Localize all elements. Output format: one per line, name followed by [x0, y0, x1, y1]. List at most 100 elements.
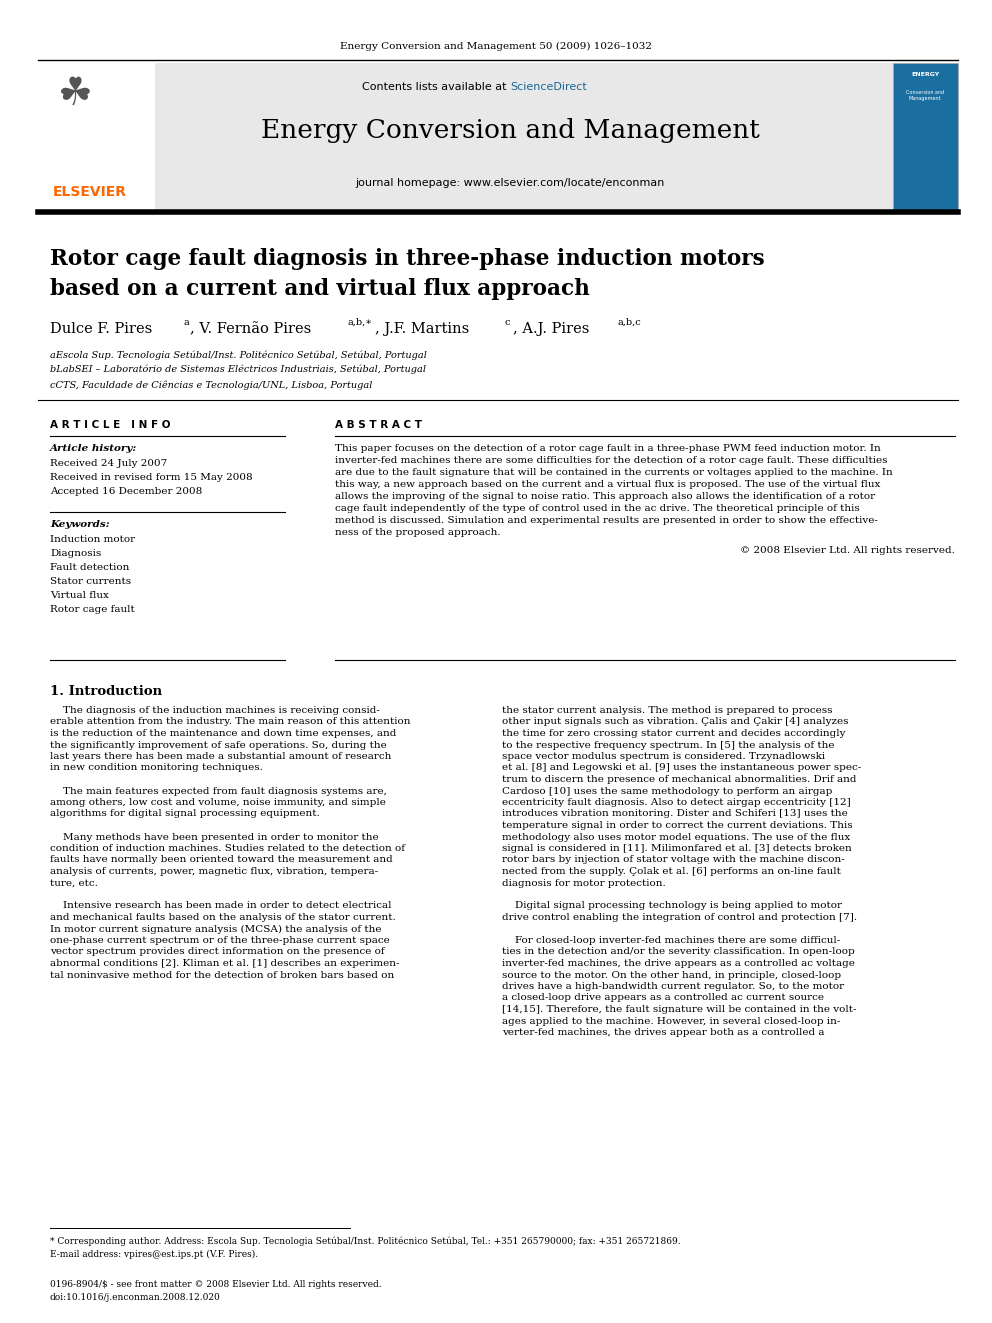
Text: ☘: ☘: [58, 75, 93, 112]
Bar: [38, 64, 155, 212]
Text: Intensive research has been made in order to detect electrical: Intensive research has been made in orde…: [50, 901, 392, 910]
Text: among others, low cost and volume, noise immunity, and simple: among others, low cost and volume, noise…: [50, 798, 386, 807]
Text: ties in the detection and/or the severity classification. In open-loop: ties in the detection and/or the severit…: [502, 947, 855, 957]
Text: last years there has been made a substantial amount of research: last years there has been made a substan…: [50, 751, 392, 761]
Text: are due to the fault signature that will be contained in the currents or voltage: are due to the fault signature that will…: [335, 468, 893, 478]
Text: trum to discern the presence of mechanical abnormalities. Drif and: trum to discern the presence of mechanic…: [502, 775, 856, 785]
Text: 1. Introduction: 1. Introduction: [50, 685, 162, 699]
Text: c: c: [505, 318, 511, 327]
Text: , A.J. Pires: , A.J. Pires: [513, 321, 589, 336]
Text: ture, etc.: ture, etc.: [50, 878, 98, 888]
Text: * Corresponding author. Address: Escola Sup. Tecnologia Setúbal/Inst. Politécnic: * Corresponding author. Address: Escola …: [50, 1237, 681, 1246]
Text: This paper focuses on the detection of a rotor cage fault in a three-phase PWM f: This paper focuses on the detection of a…: [335, 445, 881, 452]
Text: drive control enabling the integration of control and protection [7].: drive control enabling the integration o…: [502, 913, 857, 922]
Text: allows the improving of the signal to noise ratio. This approach also allows the: allows the improving of the signal to no…: [335, 492, 875, 501]
Text: Energy Conversion and Management 50 (2009) 1026–1032: Energy Conversion and Management 50 (200…: [340, 42, 652, 52]
Text: The diagnosis of the induction machines is receiving consid-: The diagnosis of the induction machines …: [50, 706, 380, 714]
Text: tal noninvasive method for the detection of broken bars based on: tal noninvasive method for the detection…: [50, 971, 394, 979]
Text: method is discussed. Simulation and experimental results are presented in order : method is discussed. Simulation and expe…: [335, 516, 878, 525]
Text: aEscola Sup. Tecnologia Setúbal/Inst. Politécnico Setúbal, Setúbal, Portugal: aEscola Sup. Tecnologia Setúbal/Inst. Po…: [50, 351, 427, 360]
Text: For closed-loop inverter-fed machines there are some difficul-: For closed-loop inverter-fed machines th…: [502, 935, 840, 945]
Text: vector spectrum provides direct information on the presence of: vector spectrum provides direct informat…: [50, 947, 385, 957]
Text: Keywords:: Keywords:: [50, 520, 110, 529]
Text: the stator current analysis. The method is prepared to process: the stator current analysis. The method …: [502, 706, 832, 714]
Text: a closed-loop drive appears as a controlled ac current source: a closed-loop drive appears as a control…: [502, 994, 824, 1003]
Text: , V. Fernão Pires: , V. Fernão Pires: [190, 321, 311, 336]
Text: The main features expected from fault diagnosis systems are,: The main features expected from fault di…: [50, 786, 387, 795]
Text: Rotor cage fault diagnosis in three-phase induction motors: Rotor cage fault diagnosis in three-phas…: [50, 247, 765, 270]
Text: Many methods have been presented in order to monitor the: Many methods have been presented in orde…: [50, 832, 379, 841]
Text: algorithms for digital signal processing equipment.: algorithms for digital signal processing…: [50, 810, 319, 819]
Text: Article history:: Article history:: [50, 445, 137, 452]
Text: methodology also uses motor model equations. The use of the flux: methodology also uses motor model equati…: [502, 832, 850, 841]
Text: analysis of currents, power, magnetic flux, vibration, tempera-: analysis of currents, power, magnetic fl…: [50, 867, 378, 876]
Text: Conversion and
Management: Conversion and Management: [906, 90, 944, 101]
Text: erable attention from the industry. The main reason of this attention: erable attention from the industry. The …: [50, 717, 411, 726]
Text: Received 24 July 2007: Received 24 July 2007: [50, 459, 168, 468]
Text: Accepted 16 December 2008: Accepted 16 December 2008: [50, 487, 202, 496]
Bar: [38, 64, 958, 212]
Text: to the respective frequency spectrum. In [5] the analysis of the: to the respective frequency spectrum. In…: [502, 741, 834, 750]
Text: In motor current signature analysis (MCSA) the analysis of the: In motor current signature analysis (MCS…: [50, 925, 382, 934]
Text: one-phase current spectrum or of the three-phase current space: one-phase current spectrum or of the thr…: [50, 935, 390, 945]
Text: Virtual flux: Virtual flux: [50, 591, 109, 601]
Text: cage fault independently of the type of control used in the ac drive. The theore: cage fault independently of the type of …: [335, 504, 860, 513]
Text: other input signals such as vibration. Çalis and Çakir [4] analyzes: other input signals such as vibration. Ç…: [502, 717, 848, 726]
Text: verter-fed machines, the drives appear both as a controlled a: verter-fed machines, the drives appear b…: [502, 1028, 824, 1037]
Text: space vector modulus spectrum is considered. Trzynadlowski: space vector modulus spectrum is conside…: [502, 751, 825, 761]
Text: this way, a new approach based on the current and a virtual flux is proposed. Th: this way, a new approach based on the cu…: [335, 480, 880, 490]
Text: ness of the proposed approach.: ness of the proposed approach.: [335, 528, 501, 537]
Text: faults have normally been oriented toward the measurement and: faults have normally been oriented towar…: [50, 856, 393, 864]
Text: Diagnosis: Diagnosis: [50, 549, 101, 558]
Text: cCTS, Faculdade de Ciências e Tecnologia/UNL, Lisboa, Portugal: cCTS, Faculdade de Ciências e Tecnologia…: [50, 380, 372, 389]
Text: Rotor cage fault: Rotor cage fault: [50, 605, 135, 614]
Text: doi:10.1016/j.enconman.2008.12.020: doi:10.1016/j.enconman.2008.12.020: [50, 1293, 221, 1302]
Text: Induction motor: Induction motor: [50, 534, 135, 544]
Text: source to the motor. On the other hand, in principle, closed-loop: source to the motor. On the other hand, …: [502, 971, 841, 979]
Text: [14,15]. Therefore, the fault signature will be contained in the volt-: [14,15]. Therefore, the fault signature …: [502, 1005, 856, 1013]
Text: 0196-8904/$ - see front matter © 2008 Elsevier Ltd. All rights reserved.: 0196-8904/$ - see front matter © 2008 El…: [50, 1279, 382, 1289]
Text: Received in revised form 15 May 2008: Received in revised form 15 May 2008: [50, 474, 253, 482]
Text: drives have a high-bandwidth current regulator. So, to the motor: drives have a high-bandwidth current reg…: [502, 982, 844, 991]
Text: Fault detection: Fault detection: [50, 564, 129, 572]
Text: and mechanical faults based on the analysis of the stator current.: and mechanical faults based on the analy…: [50, 913, 396, 922]
Text: Cardoso [10] uses the same methodology to perform an airgap: Cardoso [10] uses the same methodology t…: [502, 786, 832, 795]
Text: Stator currents: Stator currents: [50, 577, 131, 586]
Text: inverter-fed machines, the drive appears as a controlled ac voltage: inverter-fed machines, the drive appears…: [502, 959, 855, 968]
Text: ScienceDirect: ScienceDirect: [510, 82, 586, 93]
Text: Dulce F. Pires: Dulce F. Pires: [50, 321, 152, 336]
Text: abnormal conditions [2]. Kliman et al. [1] describes an experimen-: abnormal conditions [2]. Kliman et al. […: [50, 959, 400, 968]
Text: a,b,c: a,b,c: [618, 318, 642, 327]
Text: a: a: [183, 318, 188, 327]
Text: , J.F. Martins: , J.F. Martins: [375, 321, 469, 336]
Text: E-mail address: vpires@est.ips.pt (V.F. Pires).: E-mail address: vpires@est.ips.pt (V.F. …: [50, 1250, 258, 1259]
Text: a,b,∗: a,b,∗: [348, 318, 373, 327]
Text: A R T I C L E   I N F O: A R T I C L E I N F O: [50, 419, 171, 430]
Text: © 2008 Elsevier Ltd. All rights reserved.: © 2008 Elsevier Ltd. All rights reserved…: [740, 546, 955, 556]
Text: introduces vibration monitoring. Dister and Schiferi [13] uses the: introduces vibration monitoring. Dister …: [502, 810, 848, 819]
Text: bLabSEI – Laboratório de Sistemas Eléctricos Industriais, Setúbal, Portugal: bLabSEI – Laboratório de Sistemas Eléctr…: [50, 365, 426, 374]
Text: condition of induction machines. Studies related to the detection of: condition of induction machines. Studies…: [50, 844, 405, 853]
Text: in new condition monitoring techniques.: in new condition monitoring techniques.: [50, 763, 263, 773]
Text: ages applied to the machine. However, in several closed-loop in-: ages applied to the machine. However, in…: [502, 1016, 840, 1025]
Text: signal is considered in [11]. Milimonfared et al. [3] detects broken: signal is considered in [11]. Milimonfar…: [502, 844, 852, 853]
Text: ENERGY: ENERGY: [911, 71, 939, 77]
Text: A B S T R A C T: A B S T R A C T: [335, 419, 422, 430]
Text: journal homepage: www.elsevier.com/locate/enconman: journal homepage: www.elsevier.com/locat…: [355, 179, 665, 188]
Bar: [893, 64, 958, 212]
Text: temperature signal in order to correct the current deviations. This: temperature signal in order to correct t…: [502, 822, 853, 830]
Text: diagnosis for motor protection.: diagnosis for motor protection.: [502, 878, 666, 888]
Text: et al. [8] and Legowski et al. [9] uses the instantaneous power spec-: et al. [8] and Legowski et al. [9] uses …: [502, 763, 861, 773]
Text: ELSEVIER: ELSEVIER: [53, 185, 127, 198]
Text: is the reduction of the maintenance and down time expenses, and: is the reduction of the maintenance and …: [50, 729, 397, 738]
Text: Contents lists available at: Contents lists available at: [362, 82, 510, 93]
Text: eccentricity fault diagnosis. Also to detect airgap eccentricity [12]: eccentricity fault diagnosis. Also to de…: [502, 798, 851, 807]
Text: inverter-fed machines there are some difficulties for the detection of a rotor c: inverter-fed machines there are some dif…: [335, 456, 888, 464]
Text: based on a current and virtual flux approach: based on a current and virtual flux appr…: [50, 278, 590, 300]
Text: rotor bars by injection of stator voltage with the machine discon-: rotor bars by injection of stator voltag…: [502, 856, 845, 864]
Text: Digital signal processing technology is being applied to motor: Digital signal processing technology is …: [502, 901, 842, 910]
Text: Energy Conversion and Management: Energy Conversion and Management: [261, 118, 759, 143]
Text: the significantly improvement of safe operations. So, during the: the significantly improvement of safe op…: [50, 741, 387, 750]
Text: nected from the supply. Çolak et al. [6] performs an on-line fault: nected from the supply. Çolak et al. [6]…: [502, 867, 841, 876]
Text: the time for zero crossing stator current and decides accordingly: the time for zero crossing stator curren…: [502, 729, 845, 738]
